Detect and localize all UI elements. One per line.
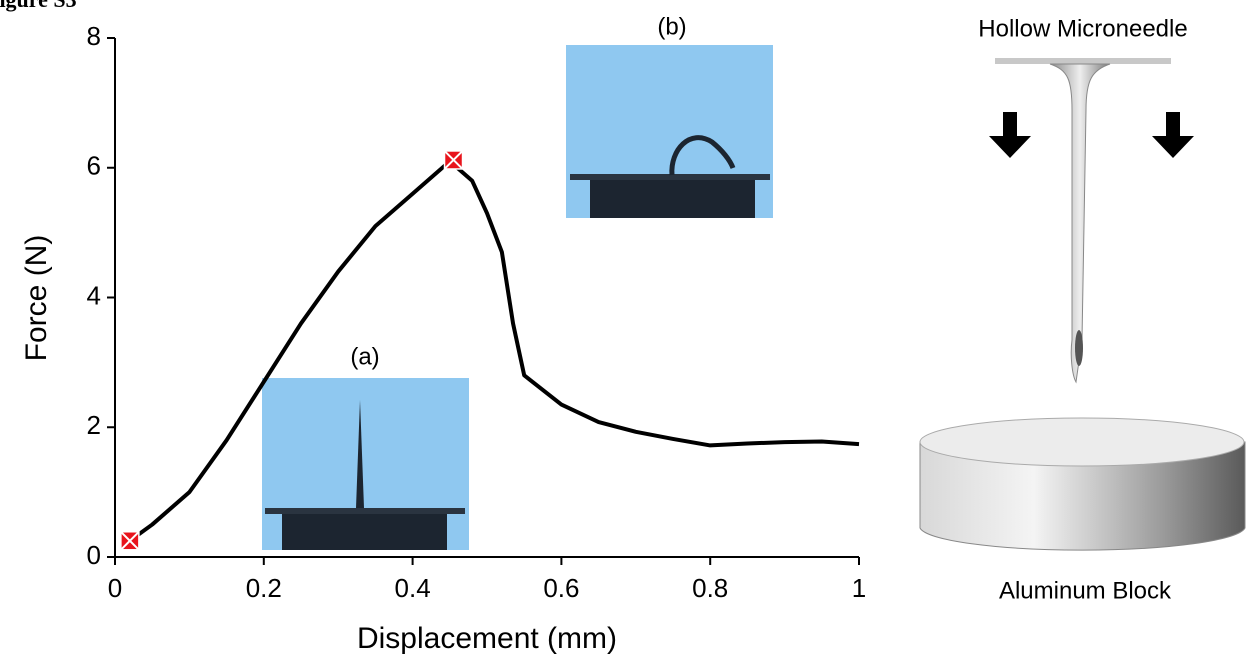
inset-photo-a [262, 378, 469, 550]
inset-label: (a) [350, 343, 379, 370]
inset-photo-b [566, 45, 773, 218]
plot: 0 2 4 6 8 0 0.2 0.4 0.6 0.8 1 [87, 21, 867, 603]
x-tick-label: 0.8 [692, 573, 728, 603]
figure-label: Figure S3 [0, 0, 77, 12]
x-tick-label: 0.4 [395, 573, 431, 603]
data-point [443, 150, 464, 170]
y-tick-label: 4 [87, 280, 101, 310]
inset-label: (b) [657, 13, 686, 40]
microneedle [995, 58, 1171, 384]
marker-cross [120, 531, 140, 551]
y-tick-label: 6 [87, 151, 101, 181]
data-line [128, 159, 860, 543]
arrow [989, 112, 1031, 158]
x-axis-label: Displacement (mm) [357, 622, 617, 655]
needle-label: Hollow Microneedle [978, 15, 1187, 42]
y-axis-label: Force (N) [20, 235, 53, 362]
aluminum-block [919, 417, 1246, 551]
y-tick-label: 8 [87, 21, 101, 51]
x-tick-label: 1 [852, 573, 866, 603]
arrow [1152, 112, 1194, 158]
data-point [120, 531, 140, 551]
x-tick-label: 0.2 [246, 573, 282, 603]
x-tick-label: 0.6 [543, 573, 579, 603]
marker-cross [443, 150, 464, 170]
y-tick-label: 2 [87, 410, 101, 440]
y-tick-label: 0 [87, 540, 101, 570]
block-label: Aluminum Block [999, 577, 1172, 604]
x-tick-label: 0 [108, 573, 122, 603]
